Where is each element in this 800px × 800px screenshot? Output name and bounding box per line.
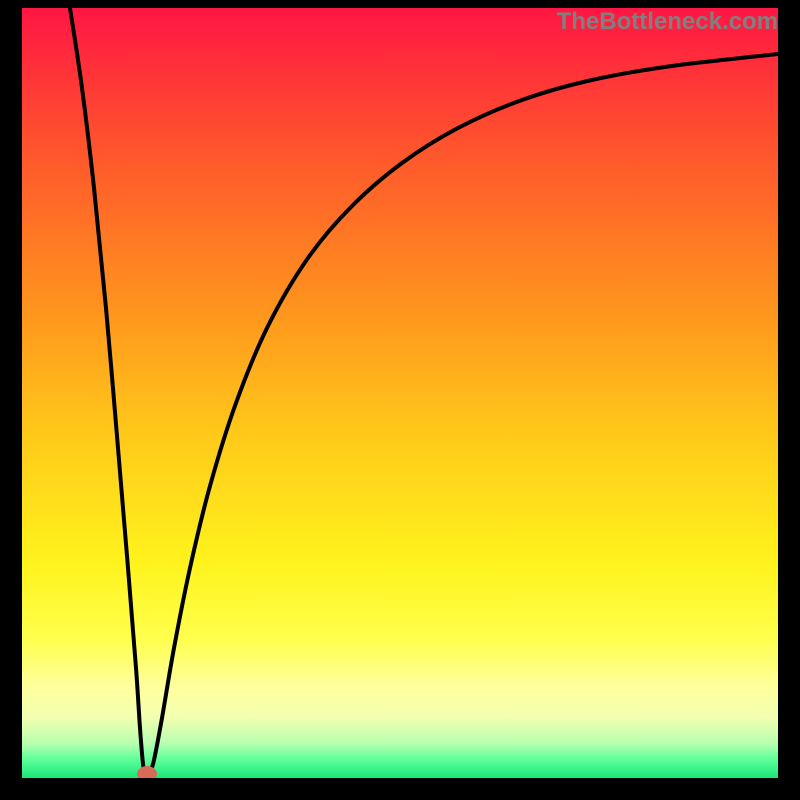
chart-container: TheBottleneck.com <box>0 0 800 800</box>
watermark-text: TheBottleneck.com <box>557 8 778 36</box>
gradient-background <box>22 8 778 778</box>
plot-area <box>22 8 778 778</box>
